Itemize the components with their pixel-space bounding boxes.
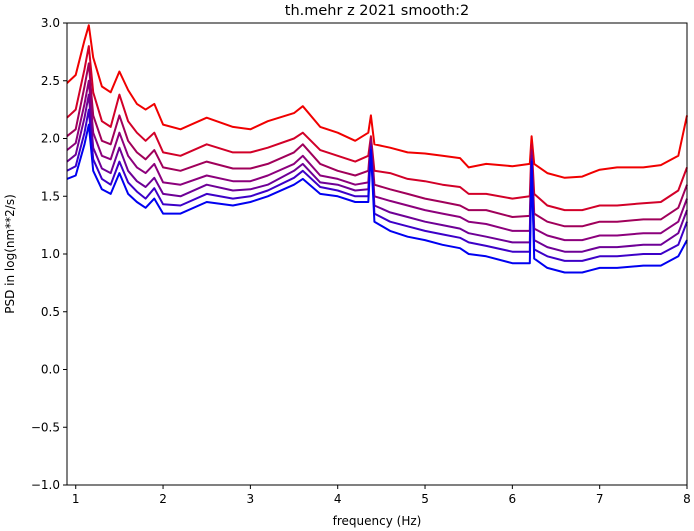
- x-axis-label: frequency (Hz): [333, 514, 422, 528]
- plot-lines: [66, 24, 688, 274]
- y-tick-label: 2.0: [41, 132, 60, 146]
- y-tick-label: 1.5: [41, 189, 60, 203]
- x-tick-label: 4: [334, 492, 342, 506]
- x-tick-label: 6: [509, 492, 517, 506]
- x-tick-label: 5: [421, 492, 429, 506]
- psd-series-line-1: [66, 24, 688, 179]
- plot-frame: [66, 22, 688, 486]
- psd-series-line-7: [66, 123, 688, 274]
- y-tick-label: 2.5: [41, 74, 60, 88]
- x-tick-label: 1: [72, 492, 80, 506]
- y-tick-label: 3.0: [41, 16, 60, 30]
- x-tick-label: 3: [247, 492, 255, 506]
- psd-series-line-2: [66, 45, 688, 212]
- y-tick-label: 0.0: [41, 363, 60, 377]
- y-tick-label: −0.5: [31, 420, 60, 434]
- y-axis-label: PSD in log(nm**2/s): [3, 194, 17, 314]
- x-tick-label: 8: [683, 492, 691, 506]
- x-tick-label: 7: [596, 492, 604, 506]
- x-axis: 1 2 3 4 5 6 7 8: [72, 485, 691, 506]
- x-tick-label: 2: [159, 492, 167, 506]
- y-tick-label: 0.5: [41, 305, 60, 319]
- y-tick-label: −1.0: [31, 478, 60, 492]
- y-tick-label: 1.0: [41, 247, 60, 261]
- y-axis: −1.0 −0.5 0.0 0.5 1.0 1.5 2.0 2.5 3.0: [31, 16, 67, 492]
- chart-title: th.mehr z 2021 smooth:2: [285, 3, 469, 19]
